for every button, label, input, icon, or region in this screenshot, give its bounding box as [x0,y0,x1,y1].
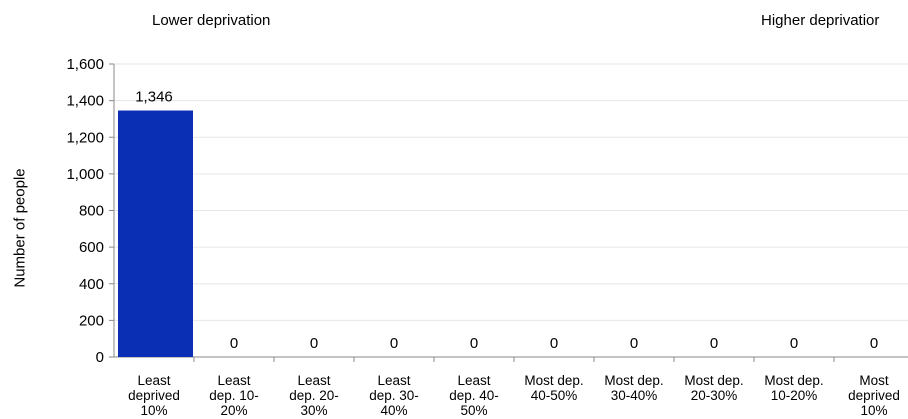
data-label: 0 [230,335,238,352]
x-tick-label: 20% [220,403,247,418]
lower-deprivation-annotation: Lower deprivation [152,12,271,29]
x-tick-label: Least [217,373,250,388]
data-label: 0 [550,335,558,352]
x-tick-label: Least [457,373,490,388]
y-tick-label: 600 [79,239,104,256]
x-tick-label: Most dep. [684,373,743,388]
x-tick-label: dep. 30- [369,388,419,403]
y-tick-label: 200 [79,312,104,329]
x-tick-label: Most [859,373,889,388]
x-tick-label: dep. 20- [289,388,339,403]
data-label: 0 [310,335,318,352]
x-tick-label: 30% [300,403,327,418]
y-tick-label: 1,400 [66,93,104,110]
x-tick-label: 40-50% [531,388,578,403]
y-tick-label: 1,000 [66,166,104,183]
x-tick-label: deprived [128,388,180,403]
y-tick-label: 400 [79,276,104,293]
y-tick-label: 0 [96,349,104,366]
x-tick-label: dep. 10- [209,388,259,403]
x-tick-label: 40% [380,403,407,418]
data-label: 0 [630,335,638,352]
x-tick-label: deprived [848,388,900,403]
data-label: 0 [790,335,798,352]
y-tick-label: 1,600 [66,56,104,73]
x-tick-label: Most dep. [524,373,583,388]
x-tick-label: 10-20% [771,388,818,403]
x-tick-label: 10% [860,403,887,418]
x-tick-label: Least [377,373,410,388]
data-label: 0 [470,335,478,352]
bar [118,110,193,357]
x-tick-label: 10% [140,403,167,418]
y-tick-label: 800 [79,203,104,220]
x-tick-label: 30-40% [611,388,658,403]
data-label: 1,346 [135,89,173,106]
x-tick-label: Least [137,373,170,388]
x-tick-label: Least [297,373,330,388]
x-tick-label: dep. 40- [449,388,499,403]
x-tick-label: 50% [460,403,487,418]
data-label: 0 [390,335,398,352]
data-label: 0 [870,335,878,352]
x-tick-label: Most dep. [764,373,823,388]
x-tick-label: 20-30% [691,388,738,403]
higher-deprivation-annotation: Higher deprivatior [761,12,880,29]
data-label: 0 [710,335,718,352]
y-tick-label: 1,200 [66,129,104,146]
x-tick-label: Most dep. [604,373,663,388]
